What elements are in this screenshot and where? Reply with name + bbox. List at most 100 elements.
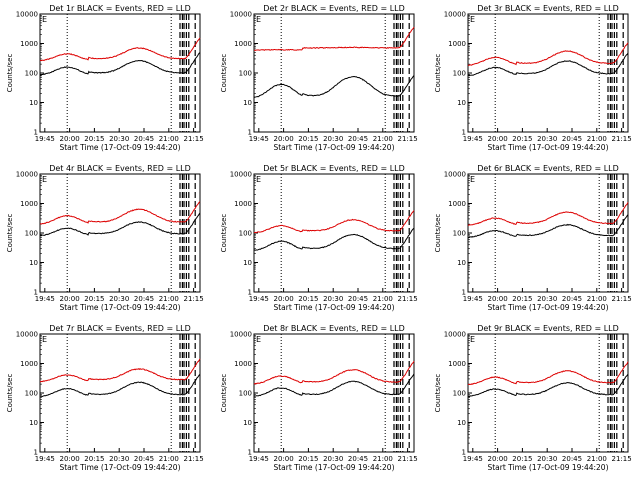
y-tick-label: 10 — [457, 99, 466, 107]
y-tick-label: 100 — [25, 70, 38, 78]
y-axis-label: Counts/sec — [220, 214, 228, 253]
x-tick-label: 20:15 — [512, 455, 532, 463]
series-lld — [467, 42, 629, 66]
x-axis-label: Start Time (17-Oct-09 19:44:20) — [273, 463, 394, 472]
x-tick-label: 20:30 — [537, 135, 557, 143]
x-tick-label: 21:15 — [398, 135, 418, 143]
x-tick-label: 21:15 — [184, 455, 204, 463]
flag-label: E — [42, 15, 47, 24]
flag-label: E — [470, 15, 475, 24]
y-tick-label: 1000 — [448, 200, 466, 208]
y-tick-label: 10000 — [16, 171, 38, 179]
panel-det-6: Det 6r BLACK = Events, RED = LLD 1 10 100 10… — [434, 164, 632, 312]
x-tick-label: 21:00 — [587, 295, 607, 303]
x-tick-label: 20:00 — [274, 295, 294, 303]
x-tick-label: 20:30 — [323, 455, 343, 463]
x-tick-label: 21:15 — [184, 135, 204, 143]
x-tick-label: 20:30 — [109, 295, 129, 303]
flag-label: E — [256, 335, 261, 344]
flag-label: E — [42, 335, 47, 344]
x-tick-label: 21:15 — [612, 295, 632, 303]
panel-title: Det 4r BLACK = Events, RED = LLD — [49, 164, 191, 173]
y-tick-label: 10000 — [230, 11, 252, 19]
x-tick-label: 20:00 — [274, 135, 294, 143]
plot-frame — [467, 173, 629, 293]
panel-title: Det 7r BLACK = Events, RED = LLD — [49, 324, 191, 333]
panel-title: Det 2r BLACK = Events, RED = LLD — [263, 4, 405, 13]
flag-label: E — [256, 175, 261, 184]
panel-det-5: Det 5r BLACK = Events, RED = LLD 1 10 100 10… — [220, 164, 418, 312]
series-events — [253, 227, 415, 251]
x-tick-label: 20:00 — [60, 295, 80, 303]
x-tick-label: 21:00 — [159, 135, 179, 143]
x-axis-label: Start Time (17-Oct-09 19:44:20) — [487, 143, 608, 152]
series-events — [39, 373, 201, 398]
x-tick-label: 19:45 — [463, 455, 483, 463]
flag-label: E — [42, 175, 47, 184]
y-tick-label: 1000 — [20, 200, 38, 208]
y-tick-label: 100 — [453, 230, 466, 238]
panel-title: Det 1r BLACK = Events, RED = LLD — [49, 4, 191, 13]
y-tick-label: 1000 — [20, 40, 38, 48]
y-axis-label: Counts/sec — [6, 374, 14, 413]
y-axis-label: Counts/sec — [434, 54, 442, 93]
y-tick-label: 100 — [453, 70, 466, 78]
y-tick-label: 10000 — [444, 11, 466, 19]
x-tick-label: 21:00 — [587, 135, 607, 143]
plot-frame — [467, 333, 629, 453]
y-axis-label: Counts/sec — [220, 54, 228, 93]
x-axis-label: Start Time (17-Oct-09 19:44:20) — [273, 143, 394, 152]
panel-det-1: Det 1r BLACK = Events, RED = LLD 1 10 100 10… — [6, 4, 204, 152]
x-tick-label: 19:45 — [249, 295, 269, 303]
x-tick-label: 20:00 — [60, 455, 80, 463]
y-tick-label: 1000 — [20, 360, 38, 368]
y-tick-label: 1 — [462, 289, 466, 297]
panel-title: Det 6r BLACK = Events, RED = LLD — [477, 164, 619, 173]
y-tick-label: 10 — [243, 419, 252, 427]
y-tick-label: 10 — [29, 99, 38, 107]
y-tick-label: 1 — [34, 449, 38, 457]
x-tick-label: 21:00 — [159, 295, 179, 303]
panel-det-9: Det 9r BLACK = Events, RED = LLD 1 10 100 10… — [434, 324, 632, 472]
x-tick-label: 20:45 — [562, 455, 582, 463]
x-axis-label: Start Time (17-Oct-09 19:44:20) — [273, 303, 394, 312]
x-tick-label: 19:45 — [249, 135, 269, 143]
y-axis-label: Counts/sec — [6, 214, 14, 253]
y-tick-label: 10000 — [230, 171, 252, 179]
x-axis-label: Start Time (17-Oct-09 19:44:20) — [487, 463, 608, 472]
series-lld — [253, 26, 415, 51]
x-tick-label: 20:45 — [348, 295, 368, 303]
plot-frame — [253, 333, 415, 453]
x-tick-label: 21:00 — [373, 295, 393, 303]
x-tick-label: 20:15 — [298, 455, 318, 463]
y-tick-label: 1 — [248, 129, 252, 137]
x-tick-label: 20:30 — [537, 455, 557, 463]
x-tick-label: 20:45 — [348, 135, 368, 143]
x-tick-label: 20:15 — [298, 295, 318, 303]
x-tick-label: 20:00 — [488, 455, 508, 463]
series-events — [39, 212, 201, 236]
y-tick-label: 1 — [34, 129, 38, 137]
x-tick-label: 20:30 — [109, 455, 129, 463]
x-tick-label: 20:15 — [84, 295, 104, 303]
panel-det-2: Det 2r BLACK = Events, RED = LLD 1 10 100 10… — [220, 4, 418, 152]
x-axis-label: Start Time (17-Oct-09 19:44:20) — [487, 303, 608, 312]
x-tick-label: 20:00 — [60, 135, 80, 143]
series-events — [467, 214, 629, 239]
flag-label: E — [470, 335, 475, 344]
y-tick-label: 10000 — [230, 331, 252, 339]
plot-frame — [253, 13, 415, 133]
y-tick-label: 100 — [239, 70, 252, 78]
x-tick-label: 21:00 — [587, 455, 607, 463]
x-tick-label: 20:15 — [512, 295, 532, 303]
panel-det-7: Det 7r BLACK = Events, RED = LLD 1 10 100 10… — [6, 324, 204, 472]
y-axis-label: Counts/sec — [220, 374, 228, 413]
y-tick-label: 10 — [243, 259, 252, 267]
panel-det-4: Det 4r BLACK = Events, RED = LLD 1 10 100 10… — [6, 164, 204, 312]
y-tick-label: 1 — [462, 129, 466, 137]
x-tick-label: 21:15 — [398, 455, 418, 463]
series-events — [467, 52, 629, 76]
x-tick-label: 20:15 — [84, 455, 104, 463]
y-tick-label: 1 — [248, 449, 252, 457]
